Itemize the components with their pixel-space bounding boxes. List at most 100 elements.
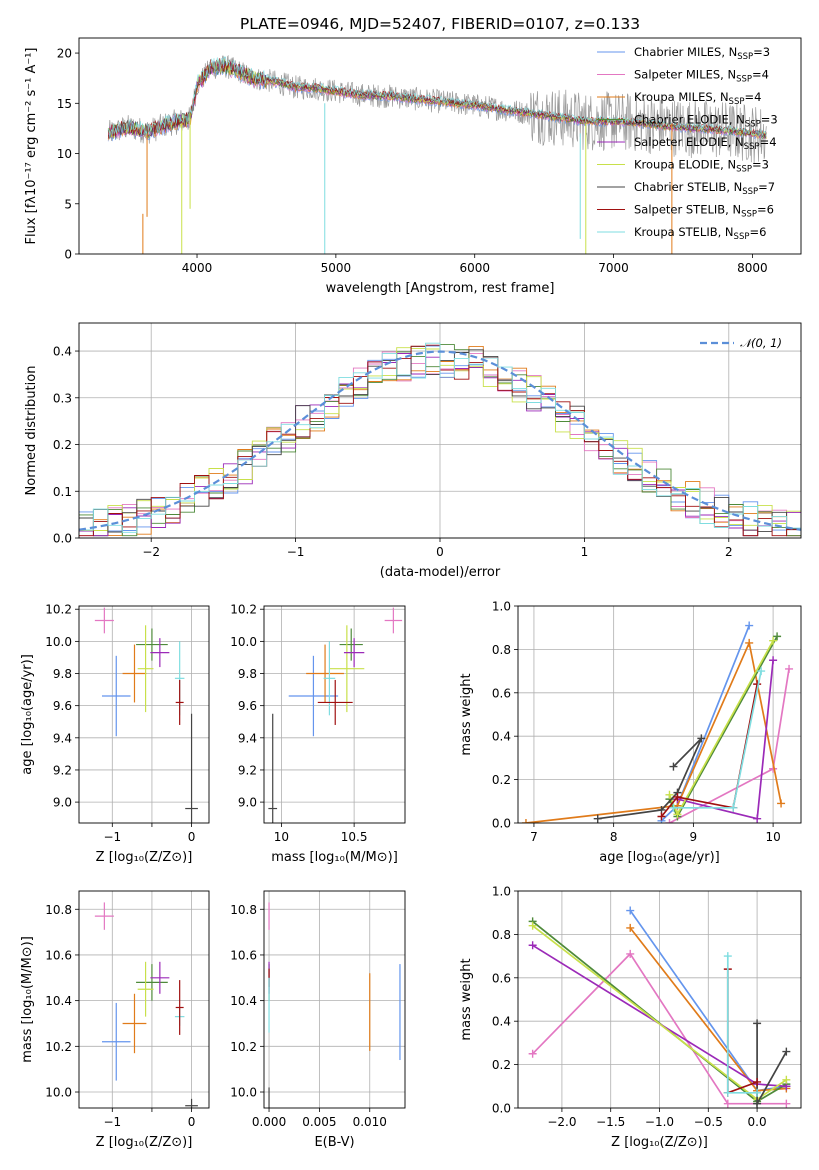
weight-point-marker <box>777 799 786 808</box>
weight-point-marker <box>753 1099 762 1108</box>
y-tick-label: 10.8 <box>230 903 257 917</box>
y-tick-label: 0.3 <box>53 391 72 405</box>
y-tick-label: 10.0 <box>45 1086 72 1100</box>
x-tick-label: 1 <box>581 545 589 559</box>
x-tick-label: 0 <box>436 545 444 559</box>
y-tick-label: 10.2 <box>45 603 72 617</box>
y-axis-label: Flux [fλ10⁻¹⁷ erg cm⁻² s⁻¹ A⁻¹] <box>24 48 39 245</box>
axes-frame <box>78 37 802 255</box>
x-tick-label: 9 <box>690 830 698 844</box>
weight-point-marker <box>669 762 678 771</box>
y-tick-label: 0.2 <box>53 438 72 452</box>
legend-value: =4 <box>744 90 761 104</box>
y-tick-label: 10.6 <box>230 948 257 962</box>
legend-value: =4 <box>752 68 769 82</box>
legend-value: =6 <box>749 225 766 239</box>
plot-area-spectrum <box>107 54 767 254</box>
y-tick-label: 10 <box>57 147 72 161</box>
legend-subscript: SSP <box>745 120 761 130</box>
y-tick-label: 0.1 <box>53 485 72 499</box>
x-tick-label: −1 <box>103 1115 121 1129</box>
x-axis-label: Z [log₁₀(Z/Z⊙)] <box>611 1135 708 1150</box>
y-tick-label: 9.0 <box>238 796 257 810</box>
x-axis-label: Z [log₁₀(Z/Z⊙)] <box>96 1135 193 1150</box>
legend-value: =4 <box>760 135 777 149</box>
x-tick-label: 0.010 <box>353 1115 387 1129</box>
x-axis-label: Z [log₁₀(Z/Z⊙)] <box>96 850 193 865</box>
x-tick-label: 8000 <box>737 261 768 275</box>
weight-point-marker <box>745 638 754 647</box>
legend-subscript: SSP <box>736 75 752 85</box>
y-tick-label: 9.6 <box>53 699 72 713</box>
weight-point-marker <box>528 1049 537 1058</box>
x-axis-label: E(B-V) <box>314 1135 354 1150</box>
legend-entry: Salpeter STELIB, NSSP=6 <box>634 203 774 220</box>
weight-point-marker <box>528 941 537 950</box>
y-tick-label: 0.0 <box>53 532 72 546</box>
legend-subscript: SSP <box>729 97 745 107</box>
weight-point-marker <box>626 906 635 915</box>
axes-frame <box>263 890 406 1109</box>
weight-point-marker <box>769 636 778 645</box>
axes-frame <box>78 890 210 1109</box>
weight-point-marker <box>723 952 732 961</box>
weight-point-marker <box>769 656 778 665</box>
weight-point-marker <box>773 632 782 641</box>
legend-subscript: SSP <box>734 232 750 242</box>
weight-point-marker <box>673 792 682 801</box>
x-axis-label: wavelength [Angstrom, rest frame] <box>326 281 555 296</box>
x-tick-label: 0.0 <box>748 1115 767 1129</box>
x-tick-label: 8 <box>610 830 618 844</box>
x-axis-label: age [log₁₀(age/yr)] <box>599 850 720 865</box>
x-tick-label: −2.0 <box>547 1115 576 1129</box>
y-tick-label: 0.2 <box>492 773 511 787</box>
weight-point-marker <box>745 621 754 630</box>
x-tick-label: −1.0 <box>645 1115 674 1129</box>
x-axis-label: (data-model)/error <box>380 565 501 580</box>
y-tick-label: 0.0 <box>492 817 511 831</box>
legend-text: Salpeter MILES, N <box>634 68 736 82</box>
plot-area-mass_vs_ebv <box>268 902 401 1108</box>
normal-curve <box>79 350 801 531</box>
legend-entry: Salpeter MILES, NSSP=4 <box>634 68 769 85</box>
y-axis-label: Normed distribution <box>24 366 39 496</box>
x-tick-label: 7000 <box>598 261 629 275</box>
panel-age_vs_Z: −1 0 9.0 9.2 9.4 9.6 9.8 10.0 10.2 Z [log₁₀(Z/Z⊙)… <box>20 603 210 865</box>
y-tick-label: 9.8 <box>53 667 72 681</box>
legend-entry: 𝒩(0, 1) <box>740 336 782 350</box>
x-tick-label: 10.5 <box>341 830 368 844</box>
y-tick-label: 10.0 <box>45 635 72 649</box>
x-tick-label: 10 <box>765 830 780 844</box>
y-tick-label: 9.2 <box>53 763 72 777</box>
weight-point-marker <box>753 1088 762 1097</box>
axes-frame <box>517 605 802 824</box>
weight-point-marker <box>757 667 766 676</box>
y-tick-label: 10.0 <box>230 635 257 649</box>
plot-area-weight_vs_age <box>521 621 794 823</box>
y-tick-label: 9.4 <box>53 731 72 745</box>
legend-entry: Kroupa ELODIE, NSSP=3 <box>634 158 769 175</box>
panel-weight_vs_age: 7 8 9 10 0.0 0.2 0.4 0.6 0.8 1.0 age [log₁₀(age/yr… <box>459 600 802 865</box>
y-tick-label: 0.4 <box>53 345 72 359</box>
legend-entry: Chabrier ELODIE, NSSP=3 <box>634 113 778 130</box>
weight-point-marker <box>669 803 678 812</box>
y-tick-label: 10.2 <box>230 1040 257 1054</box>
legend-subscript: SSP <box>744 142 760 152</box>
y-tick-label: 0.4 <box>492 730 511 744</box>
y-tick-label: 9.6 <box>238 699 257 713</box>
legend-value: =3 <box>752 158 769 172</box>
legend-text: Kroupa MILES, N <box>634 90 729 104</box>
y-tick-label: 0.6 <box>492 971 511 985</box>
weight-point-marker <box>626 949 635 958</box>
x-tick-label: −1 <box>287 545 305 559</box>
grid-weight_vs_age <box>518 605 801 824</box>
legend-subscript: SSP <box>741 210 757 220</box>
y-tick-label: 9.4 <box>238 731 257 745</box>
weight-point-marker <box>528 921 537 930</box>
legend-entry: Chabrier MILES, NSSP=3 <box>634 45 770 62</box>
weight-point-marker <box>665 819 674 823</box>
weight-point-marker <box>782 1099 791 1108</box>
y-tick-label: 0.8 <box>492 643 511 657</box>
axes-frame <box>263 605 406 824</box>
